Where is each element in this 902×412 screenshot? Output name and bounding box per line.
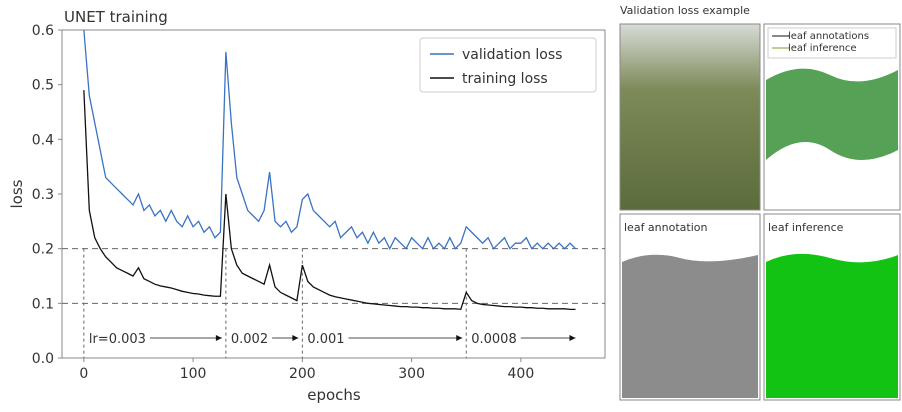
inference-shape xyxy=(766,253,898,398)
x-tick-label: 200 xyxy=(289,366,316,382)
arrow-head xyxy=(456,335,463,341)
x-tick-label: 0 xyxy=(79,366,88,382)
y-axis-label: loss xyxy=(8,179,26,208)
legend-box xyxy=(419,37,597,93)
panel-legend-label: leaf annotations xyxy=(788,31,869,42)
series-line xyxy=(83,90,576,311)
y-tick-label: 0.6 xyxy=(32,23,54,39)
annotation: 0.0008 xyxy=(471,332,517,347)
y-tick-label: 0.4 xyxy=(32,132,54,148)
y-tick-label: 0.1 xyxy=(32,296,54,312)
photo-panel xyxy=(619,23,761,211)
panel-legend-label: leaf inference xyxy=(788,43,857,54)
panel-label: leaf inference xyxy=(768,221,844,234)
x-tick-label: 100 xyxy=(180,366,207,382)
y-tick-label: 0.3 xyxy=(32,187,54,203)
y-tick-label: 0.0 xyxy=(32,351,54,367)
arrow-head xyxy=(569,335,576,341)
x-axis-label: epochs xyxy=(307,386,361,404)
arrow-head xyxy=(215,335,222,341)
series-line xyxy=(83,29,576,251)
overlay-shape xyxy=(766,68,898,160)
y-tick-label: 0.5 xyxy=(32,78,54,94)
legend-label: validation loss xyxy=(462,47,562,63)
annotation: 0.001 xyxy=(307,332,344,347)
x-tick-label: 300 xyxy=(398,366,425,382)
annotation: 0.002 xyxy=(231,332,268,347)
arrow-head xyxy=(292,335,299,341)
y-tick-label: 0.2 xyxy=(32,242,54,258)
annotation: lr=0.003 xyxy=(89,332,146,347)
x-tick-label: 400 xyxy=(508,366,535,382)
annotation-shape xyxy=(622,254,758,398)
legend-label: training loss xyxy=(462,71,548,87)
panel-title: Validation loss example xyxy=(620,4,750,17)
panel-label: leaf annotation xyxy=(624,221,708,234)
panel-legend-box xyxy=(767,27,897,59)
chart-title: UNET training xyxy=(64,8,168,26)
